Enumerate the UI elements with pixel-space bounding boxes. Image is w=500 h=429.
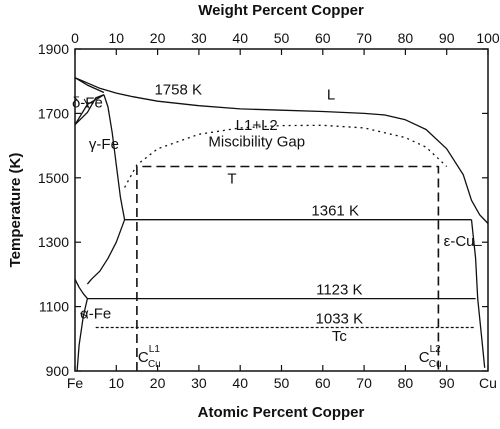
x-tick-label: Fe bbox=[67, 375, 84, 391]
tick-labels: Fe 10 20 30 40 50 60 70 80 90 Cu 0 10 20 30 40 50 60 70 80 9… bbox=[38, 30, 500, 391]
x-tick-label: 80 bbox=[398, 375, 414, 391]
annotation-label: Tc bbox=[332, 328, 348, 345]
phase-boundary-dotted bbox=[124, 124, 448, 188]
phase-boundary-dashed bbox=[136, 165, 440, 371]
top-tick-label: 50 bbox=[274, 30, 290, 46]
composition-subscript: Cu bbox=[429, 359, 442, 370]
top-axis-title: Weight Percent Copper bbox=[198, 2, 364, 19]
top-tick-label: 70 bbox=[356, 30, 372, 46]
delta-fe-pointer bbox=[83, 98, 90, 109]
top-tick-label: 20 bbox=[150, 30, 166, 46]
composition-label: C bbox=[419, 349, 430, 366]
annotation-label: δ-Fe bbox=[72, 95, 103, 112]
composition-superscript: L2 bbox=[430, 344, 442, 355]
y-tick-label: 1500 bbox=[38, 170, 69, 186]
x-tick-label: 30 bbox=[191, 375, 207, 391]
y-tick-label: 900 bbox=[46, 363, 70, 379]
annotation-label: ε-Cu bbox=[444, 233, 475, 250]
phase-boundary-solid bbox=[74, 77, 489, 224]
x-tick-label: 70 bbox=[356, 375, 372, 391]
x-tick-label: 20 bbox=[150, 375, 166, 391]
composition-subscript: Cu bbox=[148, 359, 161, 370]
top-tick-label: 80 bbox=[398, 30, 414, 46]
annotation-label: 1361 K bbox=[311, 202, 359, 219]
x-tick-label: Cu bbox=[479, 375, 497, 391]
annotation-label: α-Fe bbox=[80, 306, 111, 323]
top-tick-label: 60 bbox=[315, 30, 331, 46]
phase-boundary-solid bbox=[74, 77, 105, 94]
y-tick-label: 1900 bbox=[38, 41, 69, 57]
phase-boundary-solid bbox=[86, 94, 126, 285]
annotation-label: L bbox=[327, 87, 335, 104]
phase-boundary-solid bbox=[74, 94, 105, 126]
x-tick-label: 50 bbox=[274, 375, 290, 391]
annotation-label: T bbox=[227, 171, 236, 188]
alpha-fe-pointer bbox=[80, 312, 88, 317]
phase-boundary-solid bbox=[74, 278, 89, 372]
annotation-label: 1033 K bbox=[316, 310, 364, 327]
x-tick-label: 60 bbox=[315, 375, 331, 391]
tick-marks bbox=[74, 48, 489, 372]
x-axis-title: Atomic Percent Copper bbox=[198, 404, 365, 421]
top-tick-label: 100 bbox=[476, 30, 500, 46]
x-tick-label: 40 bbox=[232, 375, 248, 391]
top-tick-label: 10 bbox=[109, 30, 125, 46]
annotation-label: 1123 K bbox=[316, 281, 362, 298]
composition-label: C bbox=[138, 349, 149, 366]
y-axis-title: Temperature (K) bbox=[7, 153, 24, 268]
y-tick-label: 1100 bbox=[39, 299, 69, 315]
top-tick-label: 90 bbox=[439, 30, 455, 46]
top-tick-label: 30 bbox=[191, 30, 207, 46]
top-tick-label: 0 bbox=[71, 30, 79, 46]
x-tick-label: 10 bbox=[109, 375, 125, 391]
annotation-label: Miscibility Gap bbox=[208, 134, 305, 151]
annotation-label: γ-Fe bbox=[89, 136, 119, 153]
x-tick-label: 90 bbox=[439, 375, 455, 391]
top-tick-label: 40 bbox=[232, 30, 248, 46]
phase-boundaries bbox=[74, 77, 489, 372]
y-tick-label: 1700 bbox=[38, 105, 69, 121]
composition-superscript: L1 bbox=[149, 344, 161, 355]
annotation-label: L1+L2 bbox=[236, 117, 278, 134]
y-tick-label: 1300 bbox=[38, 234, 69, 250]
annotation-label: 1758 K bbox=[154, 82, 202, 99]
